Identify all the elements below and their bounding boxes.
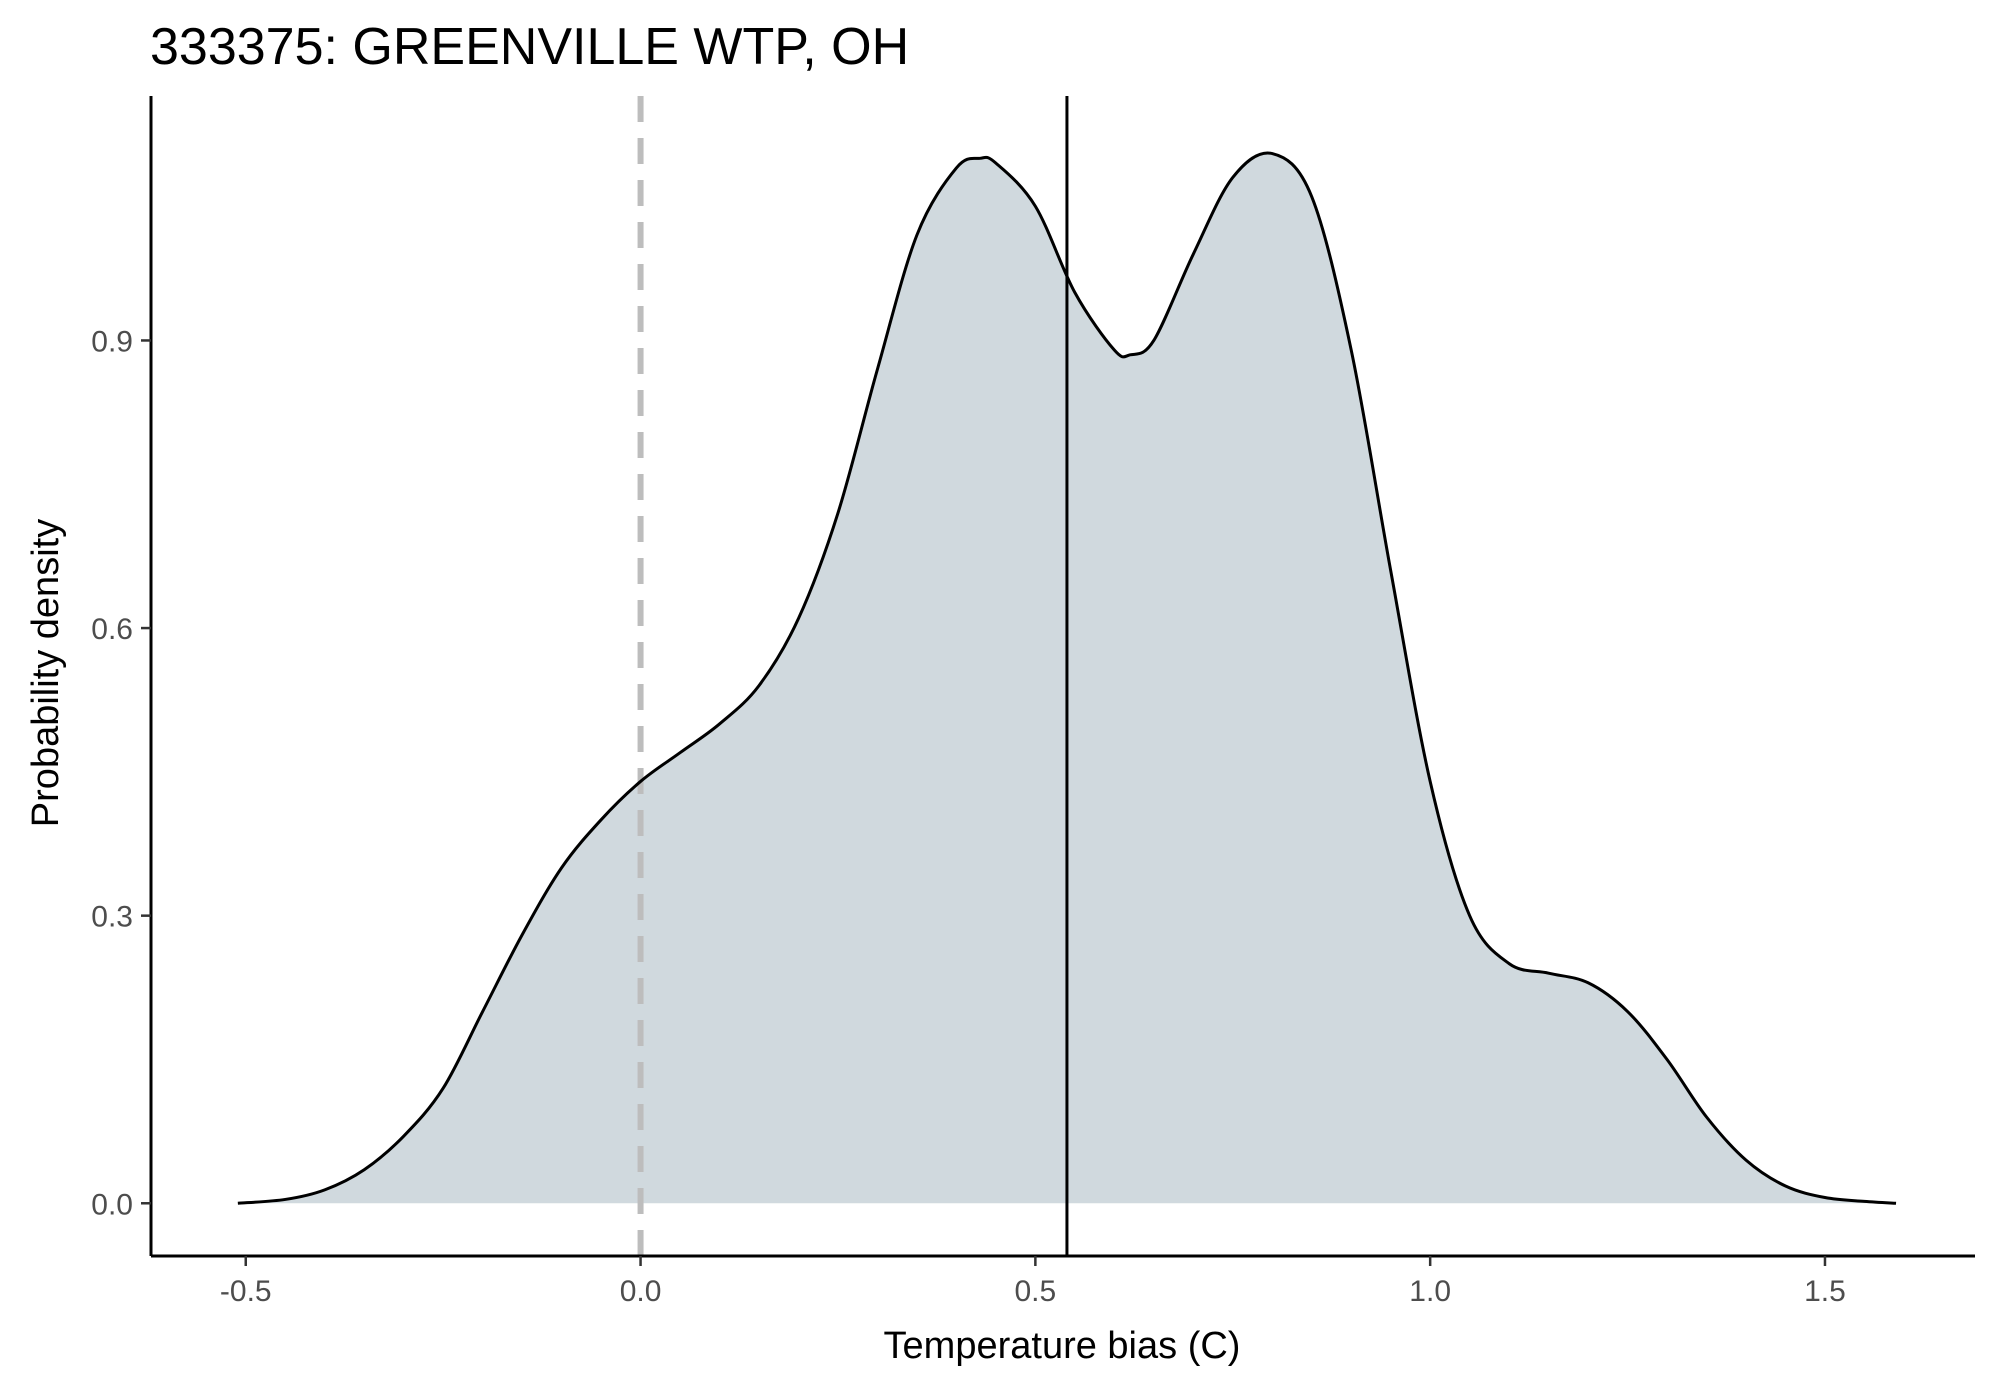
y-tick-label: 0.6 bbox=[91, 613, 133, 646]
x-tick-label: 1.5 bbox=[1804, 1275, 1846, 1308]
y-tick-label: 0.3 bbox=[91, 901, 133, 934]
x-tick-label: 0.0 bbox=[620, 1275, 662, 1308]
y-tick-label: 0.9 bbox=[91, 325, 133, 358]
y-axis-ticks: 0.0 0.3 0.6 0.9 bbox=[91, 325, 151, 1221]
x-tick-label: 0.5 bbox=[1015, 1275, 1057, 1308]
x-tick-label: -0.5 bbox=[220, 1275, 272, 1308]
y-tick-label: 0.0 bbox=[91, 1188, 133, 1221]
plot-area bbox=[237, 96, 1897, 1256]
x-axis-title: Temperature bias (C) bbox=[884, 1325, 1241, 1367]
chart-title: 333375: GREENVILLE WTP, OH bbox=[150, 18, 909, 76]
density-curve-line bbox=[237, 151, 1897, 1205]
y-axis-title: Probability density bbox=[25, 519, 67, 827]
x-axis-ticks: -0.5 0.0 0.5 1.0 1.5 bbox=[220, 1256, 1846, 1308]
x-tick-label: 1.0 bbox=[1409, 1275, 1451, 1308]
